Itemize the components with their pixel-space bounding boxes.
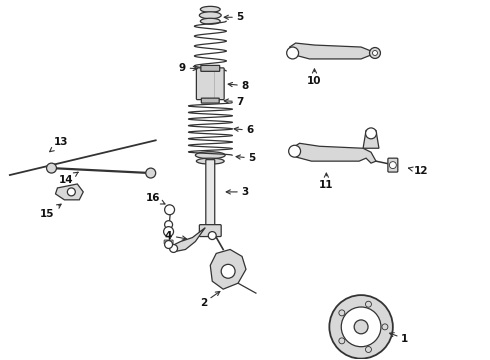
Circle shape (339, 310, 345, 316)
FancyBboxPatch shape (199, 225, 221, 237)
Circle shape (289, 145, 300, 157)
Text: 5: 5 (224, 12, 244, 22)
Ellipse shape (196, 158, 224, 164)
Circle shape (329, 295, 393, 359)
Circle shape (208, 231, 216, 239)
Text: 3: 3 (226, 187, 248, 197)
Polygon shape (210, 249, 246, 289)
FancyBboxPatch shape (388, 158, 398, 172)
Text: 9: 9 (179, 63, 197, 73)
Circle shape (164, 227, 173, 237)
Circle shape (165, 240, 172, 248)
Circle shape (354, 320, 368, 334)
Text: 13: 13 (49, 137, 69, 152)
Circle shape (287, 47, 298, 59)
Text: 16: 16 (146, 193, 165, 204)
Ellipse shape (199, 12, 221, 19)
Circle shape (68, 188, 75, 196)
Circle shape (390, 162, 396, 168)
Circle shape (341, 307, 381, 347)
Circle shape (221, 264, 235, 278)
Circle shape (146, 168, 156, 178)
Polygon shape (292, 143, 376, 163)
Ellipse shape (200, 18, 220, 24)
Text: 2: 2 (200, 292, 220, 308)
Circle shape (372, 50, 377, 55)
Text: 5: 5 (236, 153, 256, 163)
Ellipse shape (196, 152, 225, 159)
Circle shape (366, 128, 376, 139)
Circle shape (165, 205, 174, 215)
Ellipse shape (200, 6, 220, 12)
Polygon shape (290, 43, 371, 59)
Text: 15: 15 (40, 204, 61, 219)
Text: 6: 6 (234, 125, 254, 135)
Polygon shape (363, 130, 379, 148)
Text: 11: 11 (319, 173, 334, 190)
Polygon shape (172, 228, 205, 251)
Text: 4: 4 (165, 230, 187, 240)
FancyBboxPatch shape (164, 240, 173, 244)
FancyBboxPatch shape (196, 68, 224, 100)
FancyBboxPatch shape (206, 159, 215, 230)
Circle shape (47, 163, 56, 173)
Text: 8: 8 (228, 81, 248, 91)
Text: 7: 7 (224, 96, 244, 107)
Circle shape (339, 338, 345, 344)
Circle shape (366, 301, 371, 307)
FancyBboxPatch shape (201, 66, 220, 71)
FancyBboxPatch shape (201, 98, 219, 103)
Circle shape (382, 324, 388, 330)
Circle shape (366, 347, 371, 352)
Text: 10: 10 (307, 69, 322, 86)
Circle shape (165, 221, 172, 229)
Text: 14: 14 (59, 172, 78, 185)
Text: 12: 12 (409, 166, 428, 176)
Circle shape (170, 244, 177, 252)
Circle shape (369, 48, 380, 58)
Text: 1: 1 (390, 333, 408, 344)
Polygon shape (55, 184, 83, 200)
